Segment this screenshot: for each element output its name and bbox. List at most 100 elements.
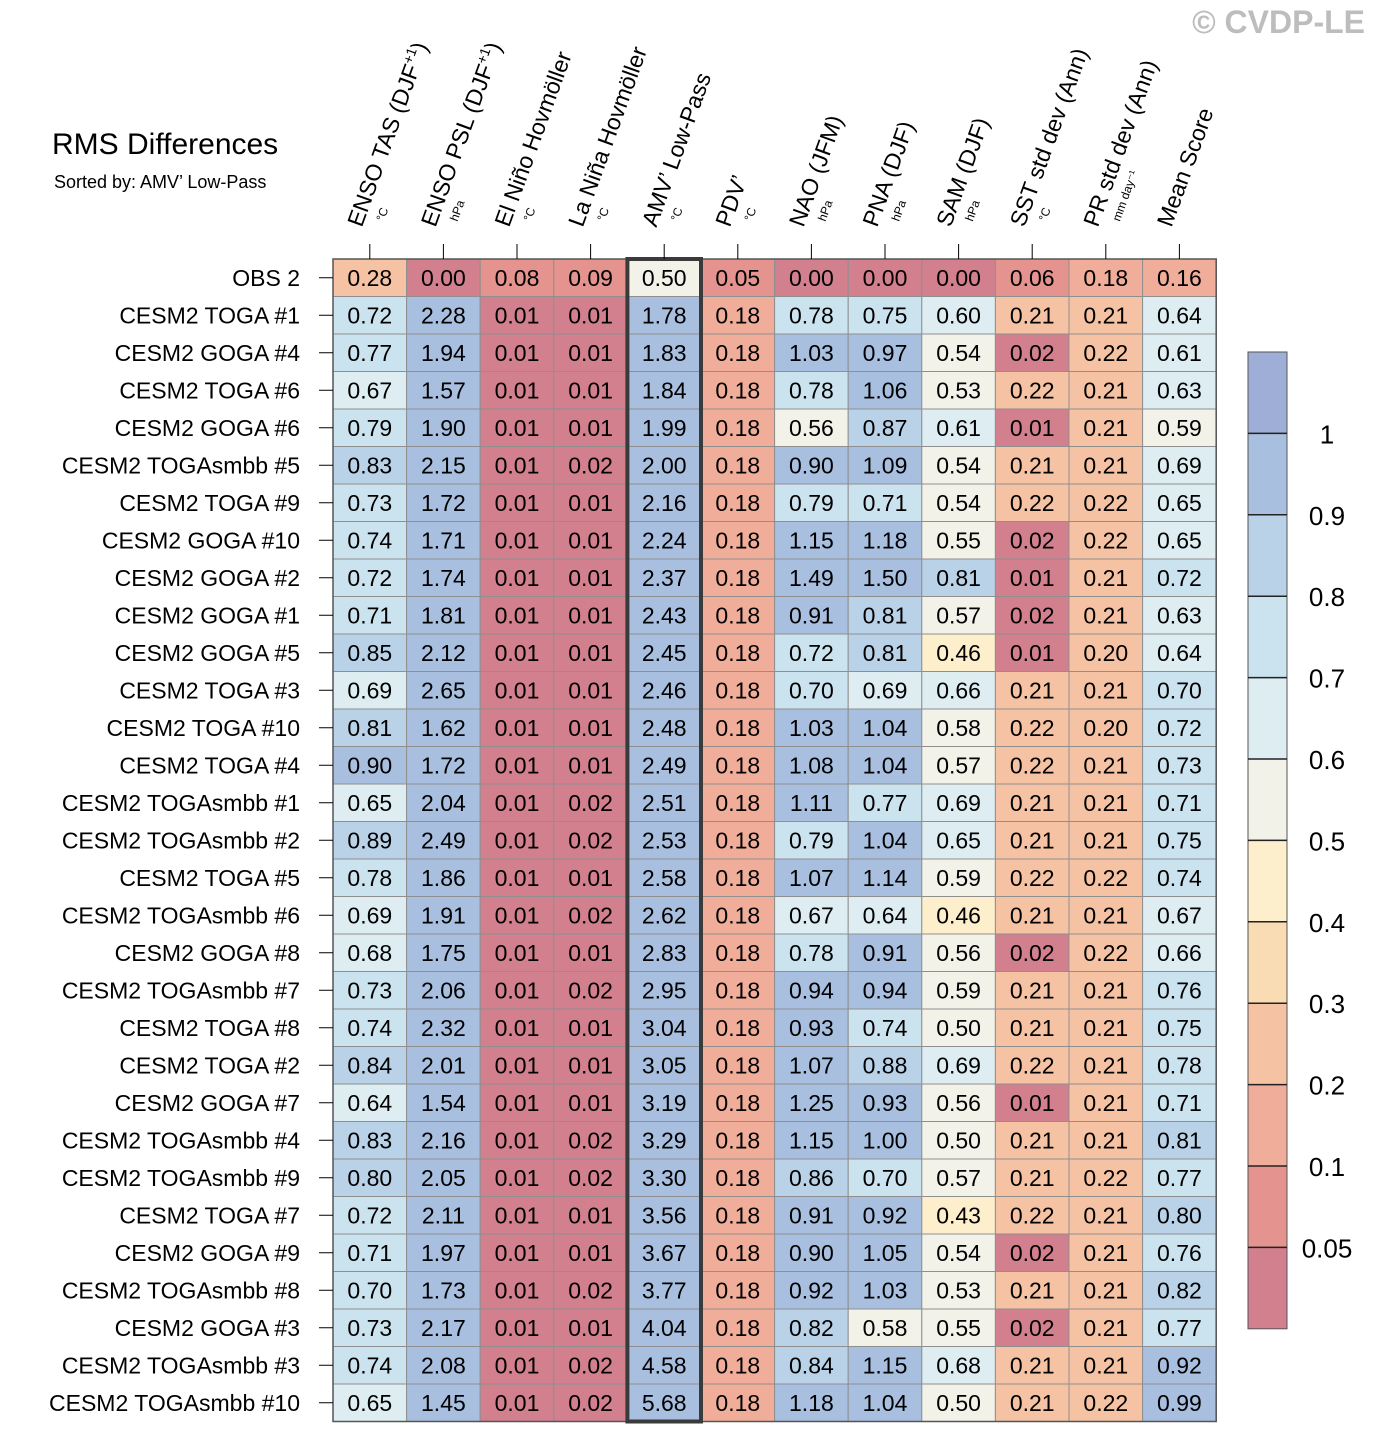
heatmap-cell: [700, 708, 776, 747]
cell-value: 0.61: [1157, 340, 1202, 366]
cell-value: 0.66: [936, 677, 981, 703]
cell-value: 0.18: [715, 377, 760, 403]
heatmap-cell: [553, 1083, 628, 1122]
column-header-text: SAM (DJF): [931, 114, 994, 230]
cell-value: 1.99: [642, 415, 687, 441]
heatmap-cell: [479, 1233, 555, 1272]
row-label: CESM2 TOGA #10: [107, 715, 300, 741]
heatmap-cell: [479, 671, 555, 710]
heatmap-cell: [921, 671, 996, 710]
column-header: NAO (JFM): [784, 112, 848, 230]
cell-value: 0.53: [936, 1277, 981, 1303]
row-label: CESM2 TOGAsmbb #2: [62, 827, 300, 853]
cell-value: 0.21: [1010, 1165, 1055, 1191]
column-unit: °C: [521, 205, 539, 223]
heatmap-cell: [921, 1158, 996, 1197]
cell-value: 0.85: [347, 640, 392, 666]
cell-value: 1.05: [863, 1240, 908, 1266]
cell-value: 0.57: [936, 752, 981, 778]
cell-value: 2.04: [421, 790, 466, 816]
heatmap-cell: [406, 1083, 481, 1122]
heatmap-cell: [921, 446, 996, 485]
heatmap-cell: [1142, 1383, 1217, 1422]
heatmap-cell: [1142, 483, 1217, 522]
heatmap-cell: [1142, 746, 1217, 785]
cell-value: 0.01: [495, 940, 540, 966]
heatmap-cell: [1068, 371, 1144, 410]
cell-value: 0.18: [715, 1240, 760, 1266]
cell-value: 0.69: [347, 677, 392, 703]
cell-value: 0.86: [789, 1165, 834, 1191]
row-label: CESM2 GOGA #2: [115, 565, 300, 591]
cell-value: 0.02: [568, 1127, 613, 1153]
cell-value: 0.01: [568, 377, 613, 403]
heatmap-cell: [921, 933, 996, 972]
cell-value: 0.01: [568, 940, 613, 966]
cell-value: 0.65: [936, 827, 981, 853]
cell-value: 1.08: [789, 752, 834, 778]
heatmap-cell: [847, 971, 923, 1010]
cell-value: 0.18: [715, 640, 760, 666]
column-header-text: El Niño Hovmöller: [489, 48, 576, 230]
column-header-superscript: +1: [473, 45, 494, 66]
cell-value: 0.75: [1157, 1015, 1202, 1041]
colorbar-segment: [1247, 432, 1288, 516]
column-headers: ENSO TAS (DJF+1)°C ENSO PSL (DJF+1)hPa El …: [342, 38, 1219, 259]
heatmap-cell: [553, 971, 628, 1010]
cell-value: 0.18: [715, 1277, 760, 1303]
heatmap-cell: [847, 671, 923, 710]
cell-value: 2.49: [642, 752, 687, 778]
cell-value: 0.50: [936, 1015, 981, 1041]
cell-value: 2.65: [421, 677, 466, 703]
heatmap-cell: [921, 633, 996, 672]
cell-value: 0.01: [495, 302, 540, 328]
cell-value: 0.21: [1083, 302, 1128, 328]
heatmap-cell: [1068, 446, 1144, 485]
heatmap-cell: [553, 446, 628, 485]
cell-value: 1.14: [863, 865, 908, 891]
cell-value: 0.56: [789, 415, 834, 441]
cell-value: 0.00: [789, 265, 834, 291]
heatmap-cell: [700, 296, 776, 335]
cell-value: 0.92: [863, 1202, 908, 1228]
row-label: CESM2 TOGAsmbb #8: [62, 1277, 300, 1303]
cell-value: 0.72: [789, 640, 834, 666]
heatmap-cell: [1068, 821, 1144, 860]
colorbar-label: 0.3: [1309, 989, 1345, 1019]
heatmap-cell: [774, 446, 849, 485]
heatmap-cell: [332, 558, 408, 597]
cell-value: 0.18: [715, 715, 760, 741]
heatmap-cell: [994, 333, 1070, 372]
cell-value: 0.63: [1157, 602, 1202, 628]
cell-value: 0.21: [1083, 1015, 1128, 1041]
cell-value: 2.12: [421, 640, 466, 666]
cell-value: 2.08: [421, 1352, 466, 1378]
cell-value: 0.21: [1083, 452, 1128, 478]
heatmap-cell: [700, 558, 776, 597]
cell-value: 0.67: [347, 377, 392, 403]
cell-value: 0.18: [715, 865, 760, 891]
cell-value: 0.90: [789, 452, 834, 478]
cell-value: 1.97: [421, 1240, 466, 1266]
heatmap-cell: [847, 1346, 923, 1385]
cell-value: 0.77: [1157, 1165, 1202, 1191]
heatmap-cell: [700, 1121, 776, 1160]
cell-value: 0.46: [936, 902, 981, 928]
cell-value: 0.01: [568, 415, 613, 441]
cell-value: 0.72: [347, 1202, 392, 1228]
heatmap-cell: [553, 1233, 628, 1272]
heatmap-cell: [774, 933, 849, 972]
heatmap-cell: [1068, 671, 1144, 710]
cell-value: 0.18: [715, 940, 760, 966]
heatmap-cell: [1068, 1308, 1144, 1347]
heatmap-cell: [332, 1083, 408, 1122]
cell-value: 0.22: [1010, 490, 1055, 516]
heatmap-cell: [626, 521, 702, 560]
heatmap-cell: [1142, 971, 1217, 1010]
cell-value: 0.01: [495, 565, 540, 591]
column-unit: °C: [1036, 205, 1054, 223]
cell-value: 0.21: [1010, 452, 1055, 478]
cell-value: 0.64: [1157, 640, 1202, 666]
colorbar-segment: [1247, 1084, 1288, 1167]
heatmap-cell: [994, 1158, 1070, 1197]
